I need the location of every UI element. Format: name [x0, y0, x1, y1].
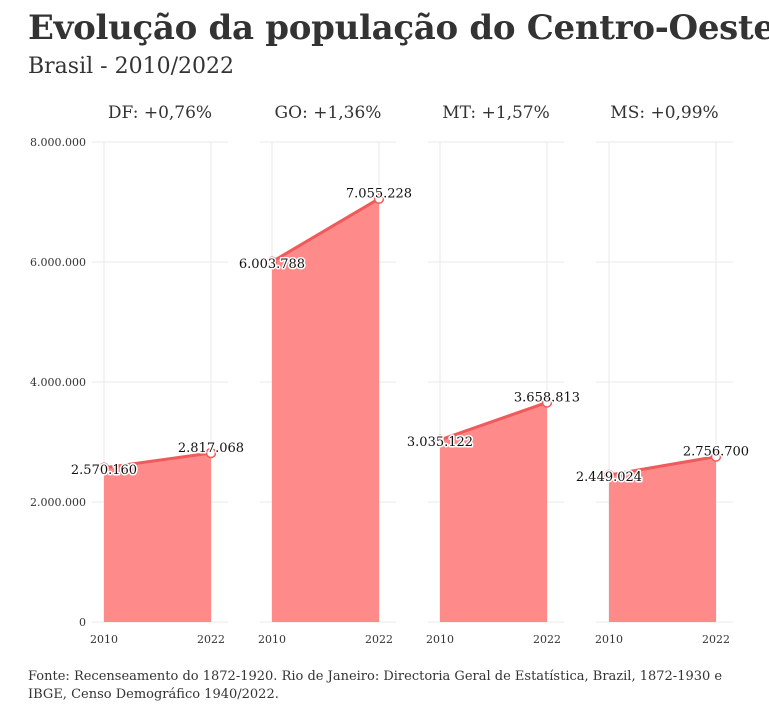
series-line — [438, 400, 549, 442]
data-label: 2.449.024 — [576, 470, 642, 485]
series-line — [607, 455, 718, 477]
data-label: 3.658.813 — [514, 390, 580, 405]
facet-title: MT: +1,57% — [442, 103, 550, 123]
facet-title: GO: +1,36% — [275, 103, 382, 123]
data-point — [541, 397, 553, 408]
x-tick-label: 2010 — [595, 633, 623, 646]
facet-title: DF: +0,76% — [108, 103, 212, 123]
data-label: 2.570.160 — [71, 463, 137, 478]
data-label: 7.055.228 — [346, 187, 412, 202]
series-line — [270, 197, 381, 264]
y-tick-label: 0 — [79, 616, 86, 629]
data-point — [434, 434, 446, 446]
source-caption: Fonte: Recenseamento do 1872-1920. Rio d… — [28, 669, 723, 702]
series-line — [102, 451, 213, 470]
y-tick-label: 2.000.000 — [30, 496, 86, 509]
data-point — [98, 462, 110, 474]
area-fill — [272, 198, 379, 622]
x-tick-label: 2010 — [426, 633, 454, 646]
data-label: 6.003.788 — [239, 257, 305, 272]
area-fill — [440, 402, 547, 622]
y-tick-label: 4.000.000 — [30, 376, 86, 389]
data-point — [373, 193, 385, 204]
y-tick-label: 8.000.000 — [30, 136, 86, 149]
x-tick-label: 2022 — [533, 633, 561, 646]
data-point — [266, 256, 278, 268]
x-tick-label: 2022 — [197, 633, 225, 646]
x-tick-label: 2022 — [702, 633, 730, 646]
facet-title: MS: +0,99% — [610, 103, 718, 123]
chart-title: Evolução da população do Centro-Oeste — [28, 8, 769, 48]
x-tick-label: 2022 — [365, 633, 393, 646]
data-label: 2.817.068 — [178, 441, 244, 456]
data-label: 2.756.700 — [683, 445, 749, 460]
area-fill — [609, 456, 716, 622]
data-point — [603, 469, 615, 481]
area-fill — [104, 452, 211, 622]
faceted-area-chart: 0 2.000.000 4.000.000 6.000.000 8.000.000 DF:… — [30, 103, 751, 646]
data-point — [710, 451, 722, 462]
data-label: 3.035.122 — [407, 435, 473, 450]
y-tick-label: 6.000.000 — [30, 256, 86, 269]
x-tick-label: 2010 — [90, 633, 118, 646]
chart-subtitle: Brasil - 2010/2022 — [28, 54, 234, 79]
data-point — [205, 447, 217, 459]
x-tick-label: 2010 — [258, 633, 286, 646]
